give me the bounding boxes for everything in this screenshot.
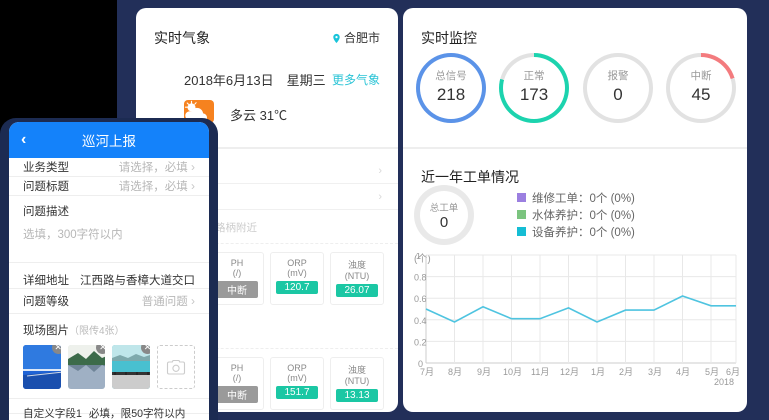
svg-text:8月: 8月: [448, 367, 462, 377]
svg-text:7月: 7月: [420, 367, 434, 377]
svg-text:5月: 5月: [705, 367, 719, 377]
svg-text:9月: 9月: [477, 367, 491, 377]
svg-text:3月: 3月: [648, 367, 662, 377]
svg-text:2018: 2018: [714, 377, 734, 387]
svg-text:1: 1: [416, 253, 421, 261]
svg-text:1月: 1月: [591, 367, 605, 377]
svg-text:11月: 11月: [531, 367, 549, 377]
svg-text:0.2: 0.2: [414, 337, 427, 347]
svg-text:12月: 12月: [560, 367, 579, 377]
svg-text:0.6: 0.6: [414, 294, 427, 304]
svg-text:0.4: 0.4: [414, 316, 427, 326]
svg-text:2月: 2月: [619, 367, 633, 377]
svg-text:0.8: 0.8: [414, 273, 427, 283]
svg-text:4月: 4月: [676, 367, 690, 377]
svg-text:6月: 6月: [726, 367, 740, 377]
svg-text:10月: 10月: [503, 367, 522, 377]
